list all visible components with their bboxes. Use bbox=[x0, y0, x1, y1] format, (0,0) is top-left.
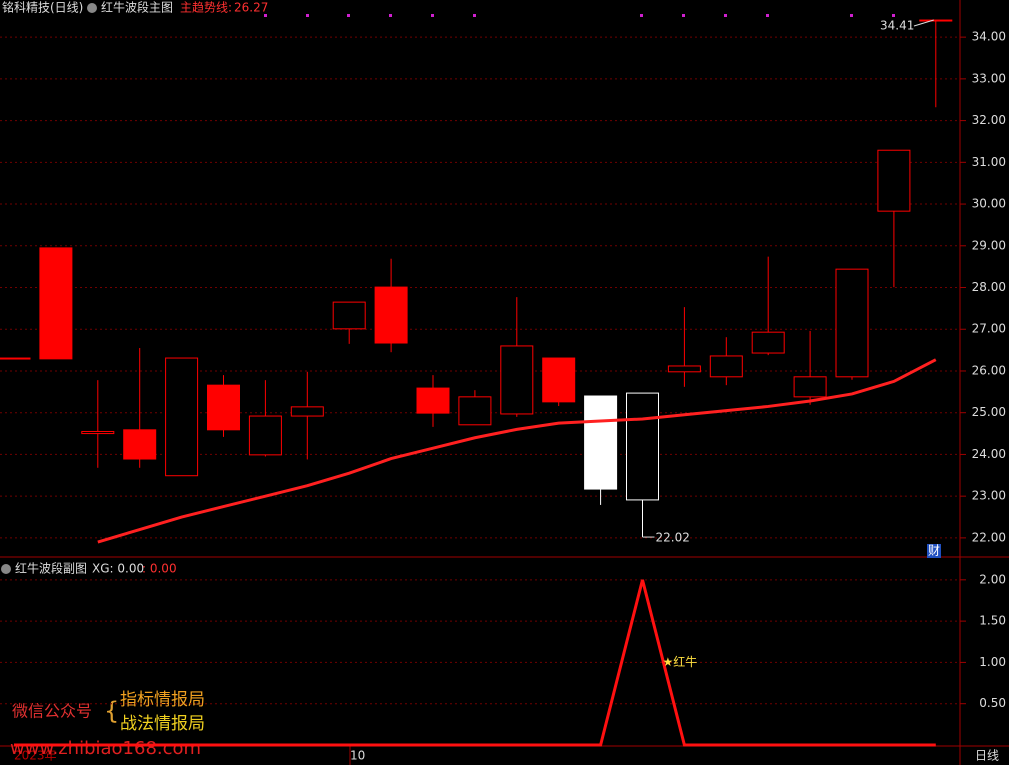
menu-icon[interactable] bbox=[1, 564, 11, 574]
max-label: 34.41 bbox=[880, 19, 914, 33]
candle-body bbox=[332, 301, 366, 330]
y-tick-label: 24.00 bbox=[972, 447, 1006, 461]
min-label: 22.02 bbox=[656, 531, 690, 545]
candle-body bbox=[207, 384, 240, 431]
wm-line1: 指标情报局 bbox=[120, 690, 205, 710]
y-tick-label: 0.50 bbox=[979, 696, 1006, 710]
candle-body bbox=[165, 357, 199, 477]
main-indicator: 红牛波段主图 bbox=[101, 0, 173, 15]
candle-body bbox=[416, 387, 450, 414]
wm-url: www.zhibiao168.com bbox=[10, 738, 201, 759]
y-tick-label: 34.00 bbox=[972, 30, 1006, 44]
candle-body bbox=[500, 345, 534, 415]
max-arrow bbox=[913, 19, 934, 27]
candle-body bbox=[709, 355, 743, 378]
stock-name: 铭科精技(日线) bbox=[2, 0, 83, 15]
brace: { bbox=[104, 697, 119, 725]
trend-label: 主趋势线: bbox=[180, 1, 232, 15]
y-tick-label: 1.00 bbox=[979, 655, 1006, 669]
cai-text: 财 bbox=[928, 544, 940, 558]
candle-body bbox=[835, 268, 869, 378]
y-tick-label: 28.00 bbox=[972, 280, 1006, 294]
trend-line bbox=[97, 358, 937, 544]
xg-value2: : 0.00 bbox=[142, 562, 177, 576]
wm-line2: 战法情报局 bbox=[120, 714, 205, 734]
y-tick-label: 23.00 bbox=[972, 489, 1006, 503]
y-tick-label: 30.00 bbox=[972, 197, 1006, 211]
cai-icon[interactable] bbox=[927, 544, 941, 558]
y-tick-label: 32.00 bbox=[972, 113, 1006, 127]
menu-icon[interactable] bbox=[87, 3, 97, 13]
top-dots bbox=[264, 14, 895, 17]
candle-body bbox=[542, 357, 576, 403]
period: 日线 bbox=[975, 749, 999, 763]
candle-body bbox=[248, 415, 282, 456]
y-tick-label: 26.00 bbox=[972, 363, 1006, 377]
candle-body bbox=[374, 286, 408, 344]
candle-body bbox=[290, 406, 324, 417]
y-tick-label: 1.50 bbox=[979, 614, 1006, 628]
y-tick-label: 22.00 bbox=[972, 530, 1006, 544]
candle-body bbox=[626, 392, 659, 501]
y-tick-label: 31.00 bbox=[972, 155, 1006, 169]
y-tick-label: 33.00 bbox=[972, 71, 1006, 85]
candle-body bbox=[751, 331, 785, 354]
signal-line bbox=[14, 579, 936, 747]
candle-body bbox=[123, 429, 157, 460]
y-tick-label: 29.00 bbox=[972, 238, 1006, 252]
candle-body bbox=[458, 396, 492, 426]
y-tick-label: 25.00 bbox=[972, 405, 1006, 419]
candle-body bbox=[81, 430, 115, 435]
candle-body bbox=[584, 395, 618, 490]
candle-body bbox=[0, 357, 31, 360]
annotation: ★红牛 bbox=[663, 654, 698, 669]
candle-body bbox=[919, 19, 953, 22]
wm-prefix: 微信公众号 bbox=[12, 702, 92, 721]
trend-value: 26.27 bbox=[234, 1, 268, 15]
sub-indicator: 红牛波段副图 bbox=[15, 561, 87, 576]
candle-body bbox=[793, 376, 827, 398]
candle-body bbox=[667, 365, 701, 373]
x-label: 2023年 bbox=[14, 749, 57, 763]
y-tick-label: 2.00 bbox=[979, 572, 1006, 586]
y-tick-label: 27.00 bbox=[972, 322, 1006, 336]
xg-value: XG: 0.00 bbox=[92, 562, 144, 576]
x-label: 10 bbox=[350, 749, 365, 763]
candle-body bbox=[39, 247, 73, 360]
candle-body bbox=[877, 149, 911, 212]
